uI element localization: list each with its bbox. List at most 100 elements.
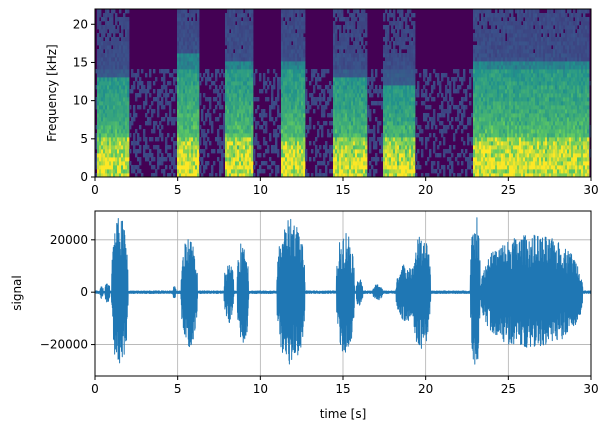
spectrogram-cell [289, 173, 292, 178]
spectrogram-cell [319, 145, 322, 150]
spectrogram-cell [265, 121, 268, 126]
spectrogram-cell [183, 165, 186, 170]
spectrogram-cell [399, 145, 402, 150]
spectrogram-cell [165, 141, 168, 146]
spectrogram-cell [387, 81, 390, 86]
spectrogram-cell [395, 117, 398, 122]
spectrogram-cell [393, 129, 396, 134]
spectrogram-cell [173, 97, 176, 102]
spectrogram-cell [287, 25, 290, 30]
spectrogram-cell [197, 149, 200, 154]
spectrogram-cell [433, 149, 436, 154]
spectrogram-cell [317, 133, 320, 138]
spectrogram-cell [311, 149, 314, 154]
spectrogram-cell [235, 41, 238, 46]
spectrogram-cell [349, 105, 352, 110]
spectrogram-cell [135, 129, 138, 134]
spectrogram-cell [483, 109, 486, 114]
spectrogram-cell [225, 97, 228, 102]
spectrogram-cell [443, 149, 446, 154]
spectrogram-cell [407, 125, 410, 130]
spectrogram-cell [485, 101, 488, 106]
spectrogram-cell [239, 169, 242, 174]
spectrogram-cell [119, 137, 122, 142]
spectrogram-cell [243, 125, 246, 130]
spectrogram-cell [233, 81, 236, 86]
spectrogram-cell [285, 9, 288, 14]
spectrogram-cell [405, 25, 408, 30]
spectrogram-cell [489, 101, 492, 106]
spectrogram-cell [211, 81, 214, 86]
spectrogram-cell [301, 85, 304, 90]
spectrogram-cell [343, 53, 346, 58]
spectrogram-cell [349, 113, 352, 118]
spectrogram-cell [385, 37, 388, 42]
spectrogram-cell [365, 117, 368, 122]
spectrogram-cell [409, 77, 412, 82]
spectrogram-cell [297, 49, 300, 54]
spectrogram-cell [383, 97, 386, 102]
spectrogram-cell [121, 173, 124, 178]
spectrogram-cell [235, 113, 238, 118]
spectrogram-cell [125, 117, 128, 122]
spectrogram-cell [241, 133, 244, 138]
spectrogram-cell [489, 113, 492, 118]
spectrogram-cell [195, 169, 198, 174]
spectrogram-cell [243, 117, 246, 122]
spectrogram-cell [397, 61, 400, 66]
spectrogram-cell [157, 165, 160, 170]
spectrogram-cell [247, 77, 250, 82]
spectrogram-cell [321, 125, 324, 130]
spectrogram-cell [385, 65, 388, 70]
spectrogram-cell [125, 157, 128, 162]
spectrogram-cell [401, 53, 404, 58]
spectrogram-cell [353, 25, 356, 30]
spectrogram-cell [167, 121, 170, 126]
spectrogram-cell [107, 141, 110, 146]
spectrogram-cell [363, 149, 366, 154]
spectrogram-cell [121, 61, 124, 66]
spectrogram-cell [239, 101, 242, 106]
spectrogram-cell [127, 153, 130, 158]
spectrogram-cell [351, 157, 354, 162]
spectrogram-cell [369, 169, 372, 174]
spectrogram-cell [233, 129, 236, 134]
spectrogram-cell [339, 113, 342, 118]
spectrogram-cell [365, 65, 368, 70]
spectrogram-cell [365, 101, 368, 106]
spectrogram-cell [239, 49, 242, 54]
spectrogram-cell [189, 97, 192, 102]
spectrogram-cell [289, 73, 292, 78]
spectrogram-cell [281, 61, 284, 66]
spectrogram-cell [489, 69, 492, 74]
spectrogram-cell [287, 17, 290, 22]
spectrogram-cell [187, 173, 190, 178]
spectrogram-cell [395, 101, 398, 106]
spectrogram-cell [353, 29, 356, 34]
spectrogram-cell [343, 45, 346, 50]
spectrogram-cell [179, 129, 182, 134]
spectrogram-cell [437, 93, 440, 98]
spectrogram-cell [249, 93, 252, 98]
spectrogram-cell [231, 117, 234, 122]
spectrogram-cell [427, 121, 430, 126]
spectrogram-cell [341, 69, 344, 74]
spectrogram-cell [339, 173, 342, 178]
spectrogram-cell [343, 93, 346, 98]
spectrogram-cell [401, 57, 404, 62]
spectrogram-cell [297, 157, 300, 162]
spectrogram-cell [231, 73, 234, 78]
spectrogram-cell [159, 121, 162, 126]
spectrogram-cell [397, 65, 400, 70]
spectrogram-cell [357, 121, 360, 126]
spectrogram-cell [233, 173, 236, 178]
spectrogram-cell [357, 69, 360, 74]
spectrogram-cell [355, 17, 358, 22]
spectrogram-cell [251, 53, 254, 58]
spectrogram-cell [407, 81, 410, 86]
spectrogram-cell [197, 145, 200, 150]
spectrogram-cell [351, 109, 354, 114]
spectrogram-cell [197, 21, 200, 26]
spectrogram-cell [231, 13, 234, 18]
spectrogram-cell [487, 37, 490, 42]
